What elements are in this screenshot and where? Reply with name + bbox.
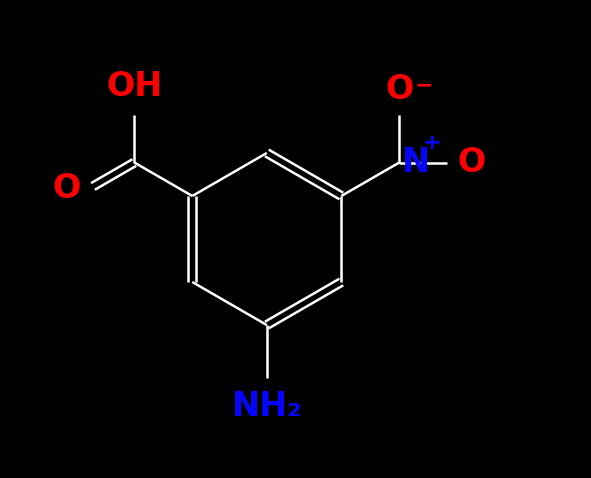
Text: O: O <box>53 172 81 206</box>
Text: −: − <box>414 76 433 96</box>
Text: O: O <box>457 146 486 179</box>
Text: O: O <box>385 73 414 106</box>
Text: +: + <box>422 133 441 153</box>
Text: NH₂: NH₂ <box>232 390 302 423</box>
Text: N: N <box>402 146 430 179</box>
Text: OH: OH <box>106 70 163 103</box>
